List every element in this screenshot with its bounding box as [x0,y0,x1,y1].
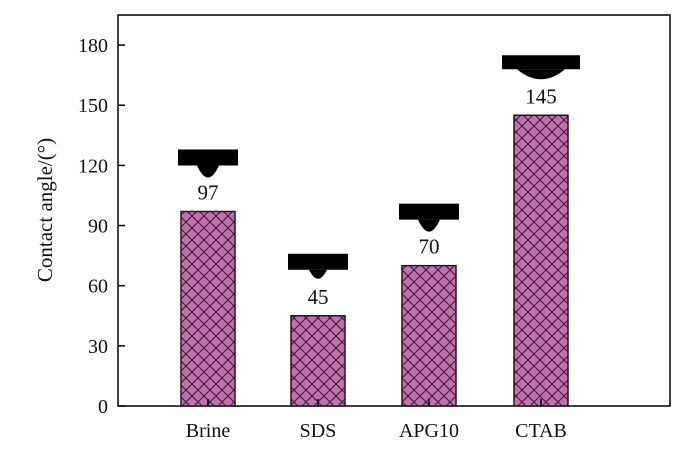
data-label-apg10: 70 [419,235,440,259]
y-tick-label: 0 [98,396,108,418]
data-label-brine: 97 [198,181,219,205]
x-axis: Brine SDS APG10 CTAB [186,399,567,442]
droplet-image-apg10 [399,203,459,232]
bars: 97 45 70 145 [178,55,580,407]
plot-frame [117,14,671,407]
y-axis-title: Contact angle/(°) [33,138,57,282]
y-tick-label: 180 [78,35,108,57]
x-tick-label-sds: SDS [300,420,337,442]
bar-ctab [513,114,569,407]
y-tick-label: 90 [88,216,108,238]
y-tick-label: 30 [88,336,108,358]
y-tick-label: 150 [78,95,108,117]
x-tick-label-ctab: CTAB [515,420,567,442]
x-tick-label-apg10: APG10 [399,420,459,442]
y-tick-label: 60 [88,276,108,298]
y-axis: 0 30 60 90 120 150 180 [78,35,125,418]
bar-apg10 [401,264,457,407]
data-label-sds: 45 [308,285,329,309]
droplet-image-ctab [502,55,580,80]
data-label-ctab: 145 [525,84,557,108]
bar-sds [290,315,346,407]
bar-brine [180,210,236,407]
droplet-image-sds [288,253,348,279]
droplet-image-brine [178,149,238,178]
x-tick-label-brine: Brine [186,420,231,442]
y-tick-label: 120 [78,155,108,177]
